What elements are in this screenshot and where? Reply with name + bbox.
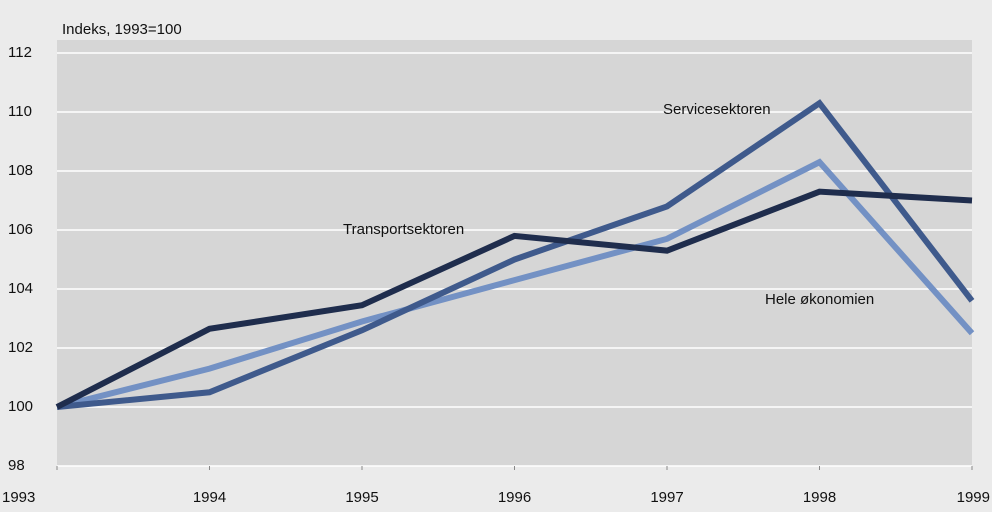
y-tick-label: 102 (8, 339, 33, 356)
x-tick-label: 1996 (498, 489, 531, 506)
plot-area (57, 40, 972, 466)
y-axis-label: Indeks, 1993=100 (62, 21, 182, 38)
series-line (56, 99, 975, 410)
series-label: Servicesektoren (663, 101, 771, 118)
y-tick-label: 106 (8, 221, 33, 238)
x-tick-label: 1998 (803, 489, 836, 506)
series-label: Transportsektoren (343, 221, 464, 238)
y-tick-label: 104 (8, 280, 33, 297)
x-tick-label: 1997 (650, 489, 683, 506)
series-line (56, 158, 975, 410)
y-tick-label: 110 (8, 103, 32, 120)
x-tick-label: 1993 (2, 489, 35, 506)
x-tick-label: 1999 (957, 489, 990, 506)
y-tick-label: 98 (8, 457, 25, 474)
y-tick-label: 112 (8, 44, 32, 61)
y-tick-label: 108 (8, 162, 33, 179)
x-tick-label: 1994 (193, 489, 226, 506)
x-tick-label: 1995 (345, 489, 378, 506)
series-label: Hele økonomien (765, 291, 874, 308)
series-line (55, 188, 973, 410)
y-tick-label: 100 (8, 398, 33, 415)
